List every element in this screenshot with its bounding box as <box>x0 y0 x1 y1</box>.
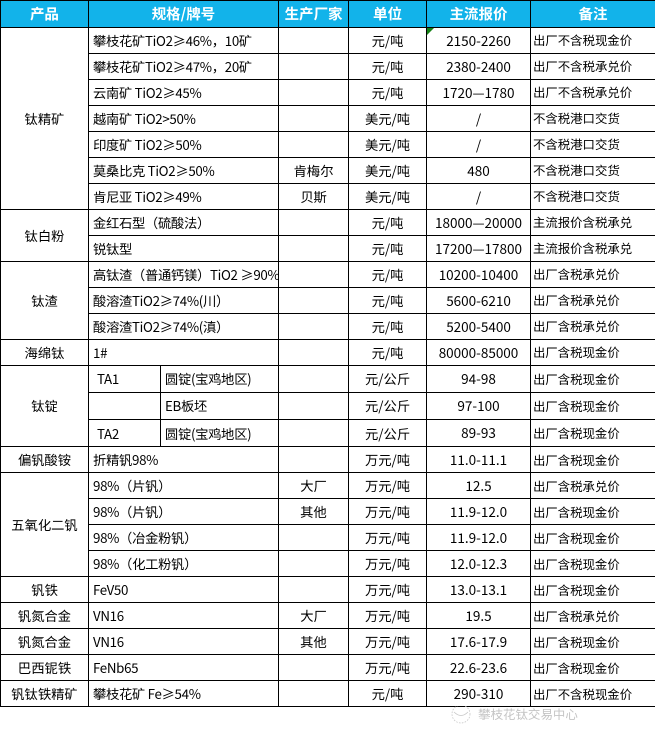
svg-text:攀枝花钛交易中心: 攀枝花钛交易中心 <box>478 706 579 723</box>
